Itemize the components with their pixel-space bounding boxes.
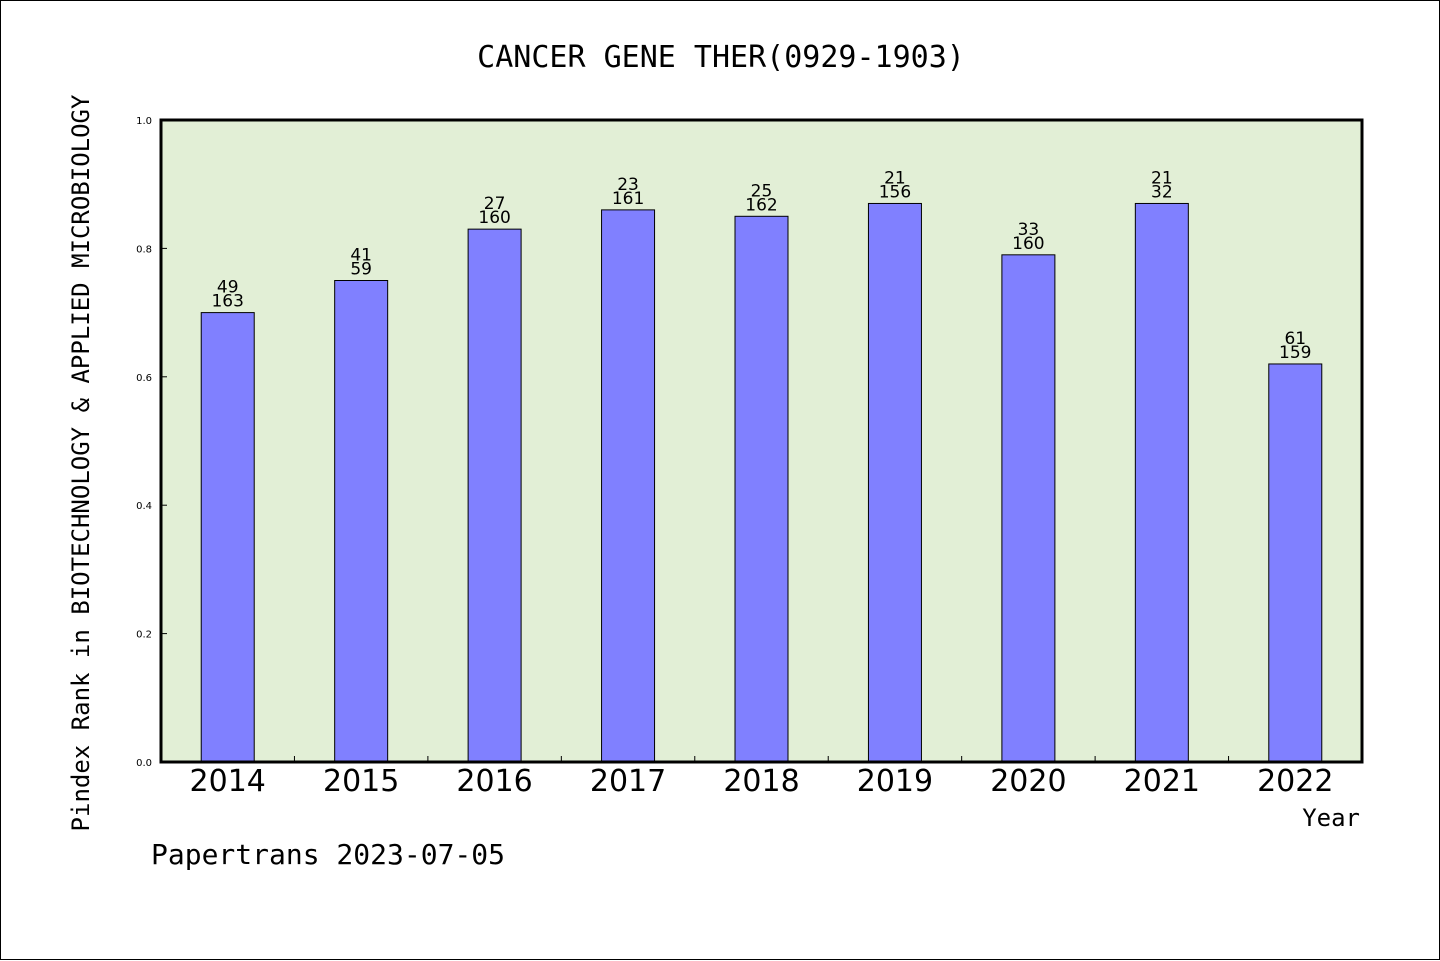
x-tick-label: 2015 [323,764,399,799]
x-tick-label: 2022 [1257,764,1333,799]
bar-label-bottom: 59 [350,260,372,280]
bar-label-bottom: 32 [1151,182,1173,202]
bar-label-top: 21 [884,168,906,188]
x-tick-label: 2014 [190,764,266,799]
bar [601,209,656,763]
chart-title: CANCER GENE THER(0929-1903) [477,40,965,75]
x-axis: 2014 2015 2016 2017 2018 2019 2020 2021 2022 [190,756,1333,799]
bar-label-top: 49 [217,278,239,298]
bar-label-bottom: 162 [745,195,777,215]
bar [867,202,922,763]
y-axis-label: Pindex Rank in BIOTECHNOLOGY & APPLIED M… [67,94,95,831]
bar-label-top: 41 [350,246,372,266]
y-tick-label: 0.4 [136,501,152,512]
x-tick-label: 2016 [456,764,532,799]
bar [1268,363,1323,763]
bar [200,312,255,763]
bar [734,215,789,763]
x-tick-label: 2019 [857,764,933,799]
y-tick-label: 0.0 [136,758,152,769]
y-tick-label: 0.6 [136,373,152,384]
x-tick-label: 2017 [590,764,666,799]
bar-label-bottom: 156 [879,182,911,202]
plot-border [159,118,1364,764]
bar [1001,254,1056,763]
bar [467,228,522,763]
bar-label-top: 21 [1151,168,1173,188]
x-tick-label: 2021 [1124,764,1200,799]
x-axis-label: Year [1302,804,1360,832]
bar-label-bottom: 160 [1012,234,1044,254]
y-tick-label: 1.0 [136,116,152,127]
bar-label-bottom: 159 [1279,343,1311,363]
x-tick-label: 2018 [723,764,799,799]
credit-text: Papertrans 2023-07-05 [151,838,505,871]
y-tick-label: 0.8 [136,244,152,255]
bar-label-top: 23 [617,175,639,195]
bar-label-top: 33 [1018,220,1040,240]
bar [1134,202,1189,763]
bar-label-bottom: 160 [478,208,510,228]
bar-label-top: 25 [751,181,773,201]
bar [334,280,389,763]
y-tick-label: 0.2 [136,630,152,641]
bar-label-bottom: 161 [612,189,644,209]
bar-label-bottom: 163 [211,292,243,312]
x-tick-label: 2020 [990,764,1066,799]
bar-label-top: 61 [1284,329,1306,349]
bar-label-top: 27 [484,194,506,214]
